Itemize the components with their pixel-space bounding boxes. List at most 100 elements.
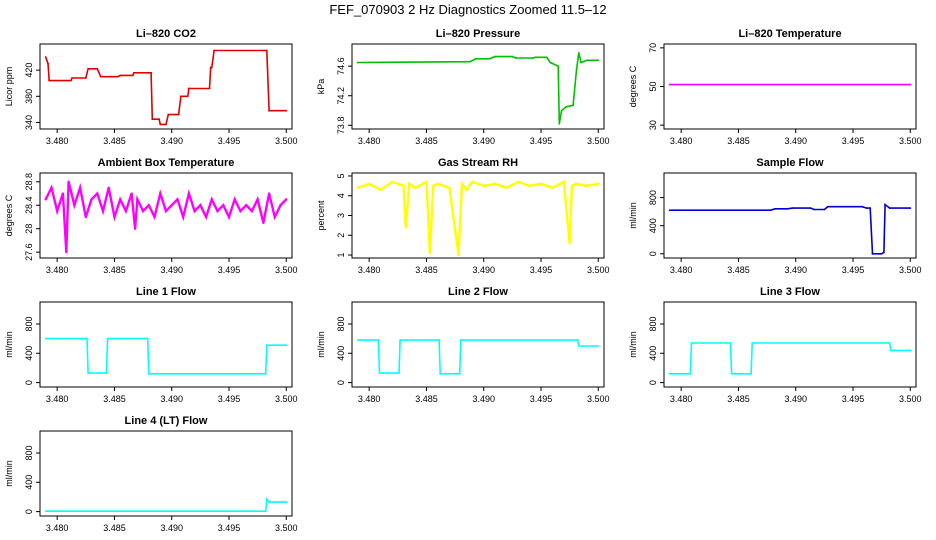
y-tick-label: 30 (648, 120, 658, 130)
chart-title: Gas Stream RH (438, 157, 518, 169)
data-point (377, 339, 380, 342)
x-tick-label: 3.495 (218, 136, 241, 146)
series-line (669, 342, 911, 375)
data-point (668, 83, 671, 86)
x-tick-label: 3.500 (587, 136, 610, 146)
data-point (560, 109, 563, 112)
x-tick-label: 3.500 (899, 265, 922, 275)
data-point (164, 209, 168, 213)
y-axis-label: percent (316, 200, 326, 231)
y-tick-label: 800 (648, 190, 658, 205)
data-point (106, 337, 109, 340)
data-point (516, 180, 520, 184)
data-point (729, 342, 732, 344)
chart-panel: Gas Stream RH percent 1 2 3 4 5 3.480 3.485 3.490… (316, 157, 610, 275)
data-point (809, 207, 812, 210)
data-point (78, 186, 82, 189)
data-point (823, 208, 826, 211)
data-point (131, 74, 134, 77)
data-point (493, 182, 497, 186)
x-tick-label: 3.500 (275, 523, 298, 533)
data-point (44, 510, 47, 513)
chart-panel: Line 2 Flow ml/min 0 400 800 3.480 3.485 3.490 3… (316, 286, 610, 404)
x-tick-label: 3.485 (103, 523, 126, 533)
x-tick-label: 3.485 (103, 265, 126, 275)
data-point (84, 77, 87, 79)
data-point (436, 182, 440, 186)
x-tick-label: 3.485 (103, 136, 126, 146)
series-line (669, 203, 911, 255)
x-tick-label: 3.500 (275, 394, 298, 404)
series-line (45, 496, 287, 513)
x-tick-label: 3.495 (218, 394, 241, 404)
data-point (204, 215, 208, 219)
y-axis-label: Licor ppm (4, 67, 14, 107)
y-tick-label: 3 (336, 213, 346, 218)
chart-title: Line 3 Flow (760, 286, 820, 298)
data-point (107, 186, 110, 189)
data-point (494, 55, 497, 58)
plot-frame (39, 43, 293, 130)
data-point (233, 198, 236, 201)
data-point (574, 182, 577, 186)
data-point (55, 209, 59, 213)
data-point (460, 182, 464, 186)
data-point (285, 501, 288, 503)
data-point (285, 109, 288, 112)
data-point (210, 198, 214, 201)
y-tick-label: 70 (648, 43, 658, 53)
x-tick-label: 3.485 (103, 394, 126, 404)
data-point (136, 198, 139, 201)
data-point (889, 349, 892, 352)
y-tick-label: 800 (648, 316, 658, 331)
data-point (869, 207, 872, 210)
data-point (888, 207, 891, 210)
data-point (99, 75, 102, 78)
data-point (511, 55, 514, 58)
y-tick-label: 0 (24, 509, 34, 514)
data-point (505, 186, 508, 190)
chart-panel: Li–820 Pressure kPa 73.8 74.2 74.6 3.480 3.485… (316, 28, 610, 146)
data-point (262, 221, 265, 225)
y-axis-label: kPa (316, 79, 326, 95)
data-point (532, 57, 534, 59)
data-point (367, 182, 371, 186)
data-point (597, 345, 600, 347)
y-tick-label: 400 (24, 346, 34, 361)
data-point (690, 342, 693, 344)
plot-frame (39, 430, 293, 517)
data-point (750, 372, 752, 375)
data-point (865, 207, 868, 210)
y-tick-label: 2 (336, 233, 346, 238)
data-point (65, 250, 68, 254)
series-line (357, 339, 599, 375)
y-tick-label: 73.8 (336, 117, 346, 135)
data-point (469, 60, 471, 63)
data-point (585, 184, 589, 188)
data-point (179, 95, 182, 98)
data-point (96, 67, 99, 70)
data-point (208, 87, 211, 90)
data-point (159, 123, 162, 126)
data-point (488, 57, 491, 60)
y-tick-label: 0 (336, 380, 346, 385)
data-point (813, 208, 815, 211)
data-point (439, 372, 442, 375)
chart-title: Line 4 (LT) Flow (125, 415, 208, 427)
y-axis-label: ml/min (316, 331, 326, 358)
y-tick-label: 0 (24, 380, 34, 385)
y-tick-label: 380 (24, 89, 34, 104)
data-point (549, 61, 552, 64)
y-tick-label: 0 (648, 380, 658, 385)
data-point (113, 215, 116, 219)
chart-title: Sample Flow (756, 157, 824, 169)
data-point (562, 180, 566, 184)
data-point (399, 339, 402, 342)
data-point (577, 345, 580, 347)
data-point (580, 61, 582, 64)
y-tick-label: 340 (24, 115, 34, 130)
plot-frame (663, 301, 917, 388)
x-tick-label: 3.480 (670, 265, 693, 275)
series-line (357, 52, 599, 124)
data-point (458, 372, 461, 375)
